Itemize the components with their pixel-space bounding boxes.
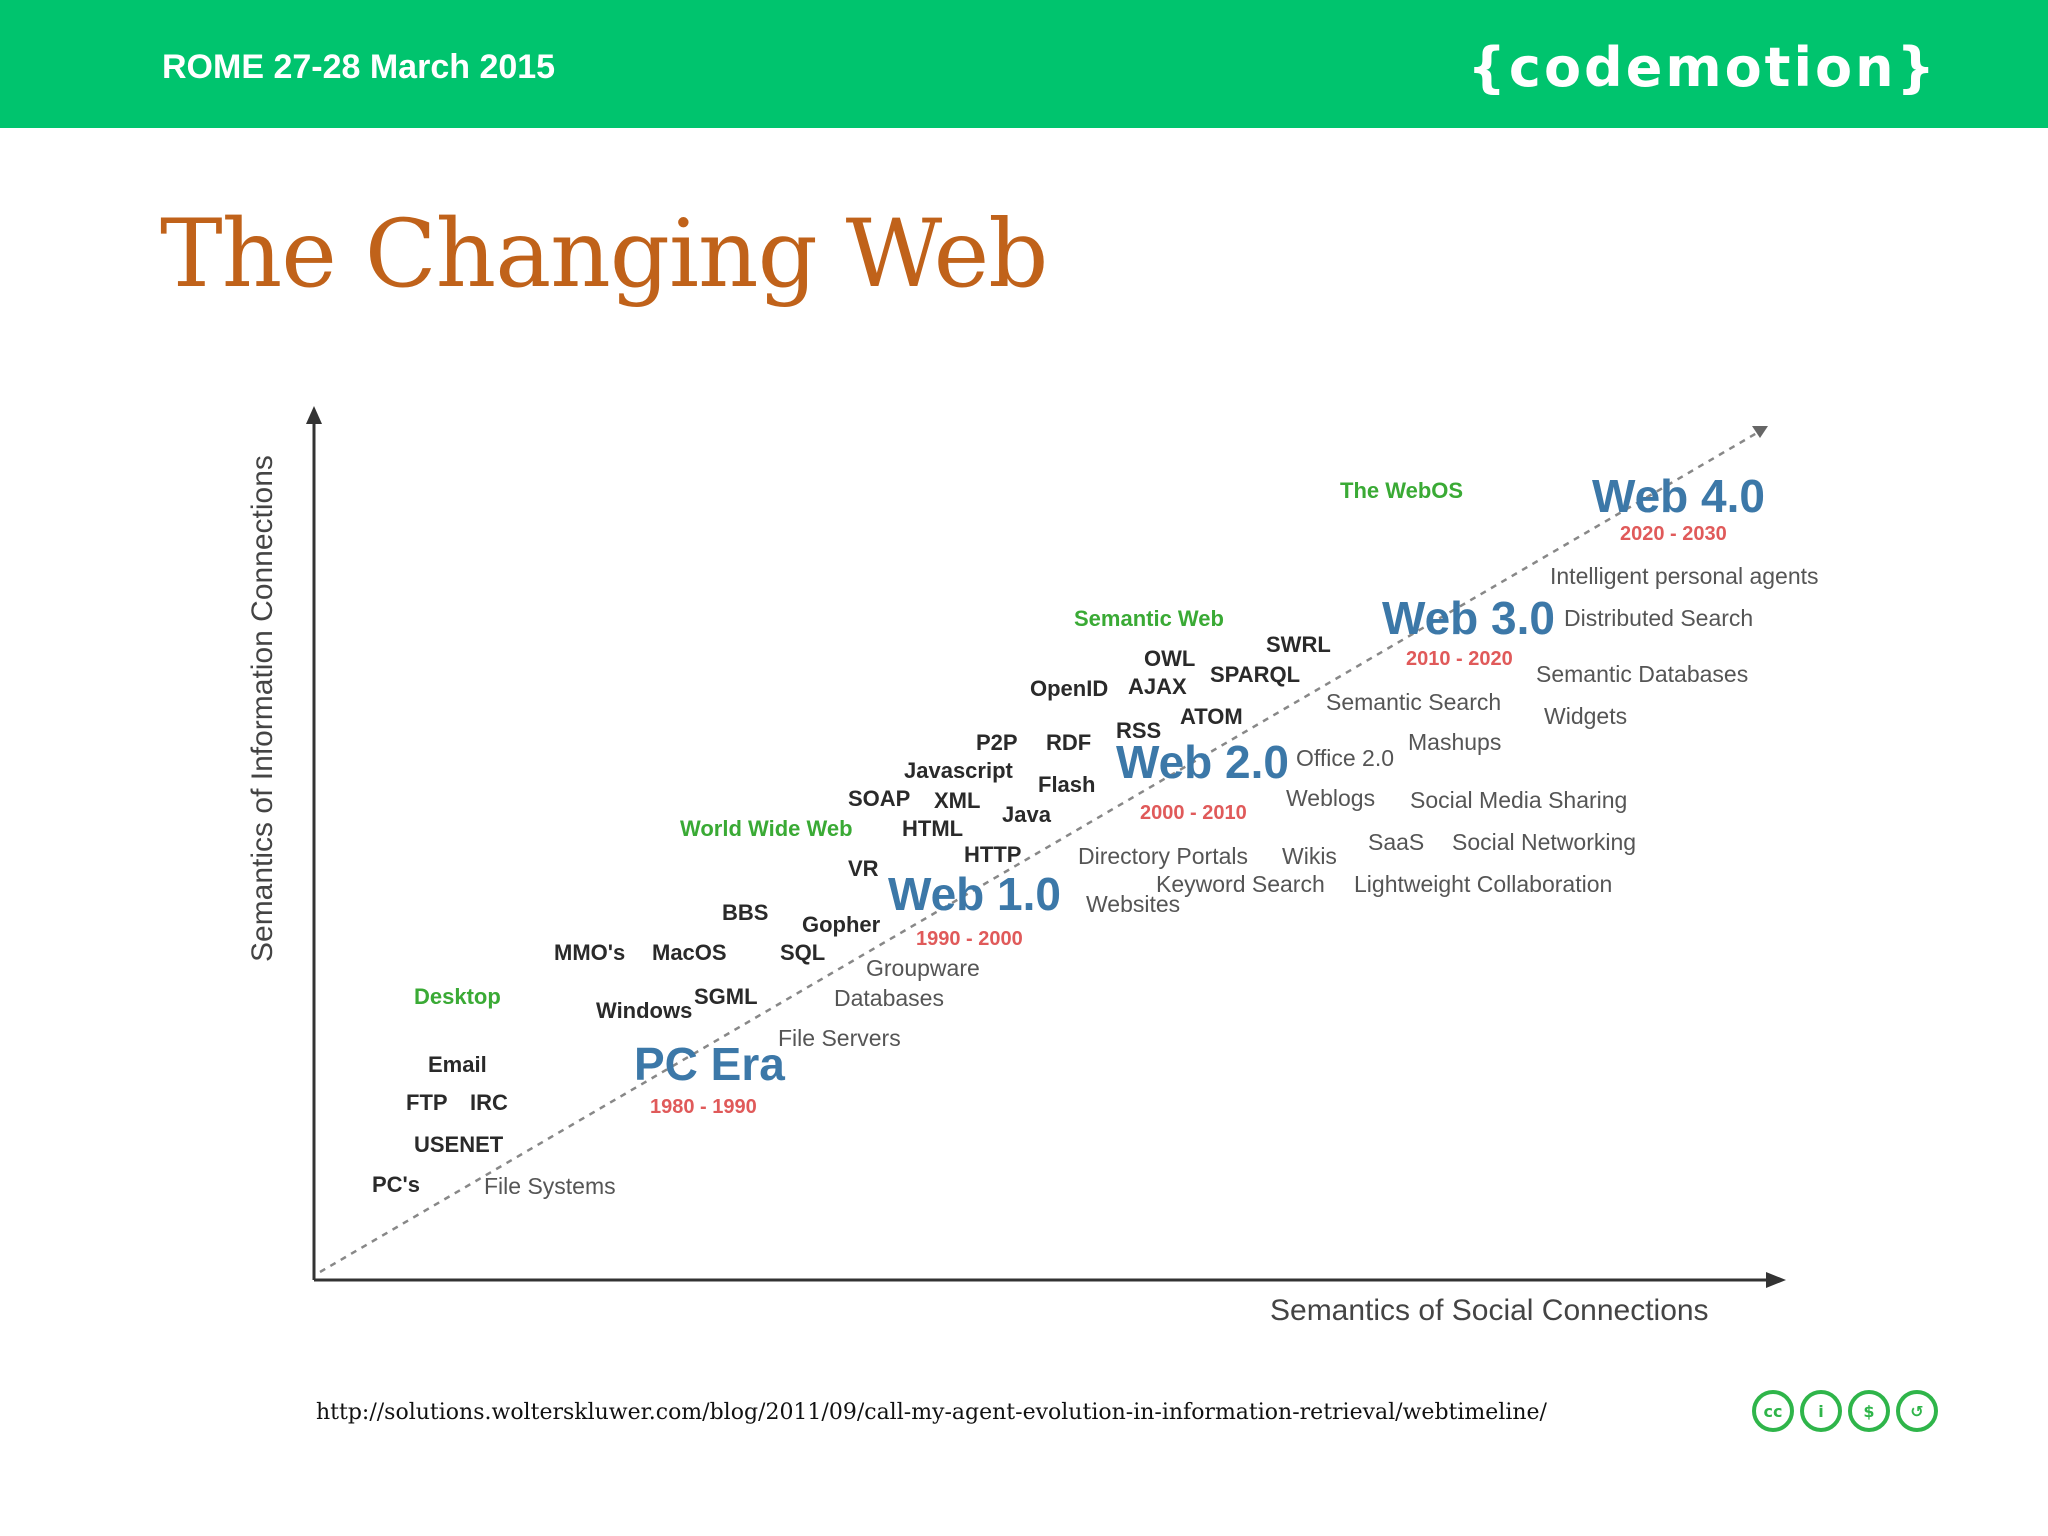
era-web-3: Web 3.0	[1382, 592, 1555, 644]
term-owl: OWL	[1144, 646, 1195, 671]
y-axis-label: Semantics of Information Connections	[246, 455, 279, 962]
term-semantic-databases: Semantic Databases	[1536, 661, 1748, 687]
label-the-webos: The WebOS	[1340, 478, 1463, 503]
creative-commons-badges: cc i $ ↺	[1752, 1390, 1938, 1432]
term-usenet: USENET	[414, 1132, 504, 1157]
term-file-systems: File Systems	[484, 1173, 616, 1199]
term-wikis: Wikis	[1282, 843, 1337, 869]
term-office-2: Office 2.0	[1296, 745, 1394, 771]
x-axis-arrow	[1766, 1272, 1786, 1288]
term-pcs: PC's	[372, 1172, 420, 1197]
term-databases: Databases	[834, 985, 944, 1011]
codemotion-logo: {codemotion}	[1467, 36, 1938, 99]
source-link[interactable]: http://solutions.wolterskluwer.com/blog/…	[316, 1400, 1547, 1425]
term-p2p: P2P	[976, 730, 1018, 755]
x-axis-label: Semantics of Social Connections	[1270, 1294, 1709, 1327]
term-rdf: RDF	[1046, 730, 1091, 755]
term-http: HTTP	[964, 842, 1021, 867]
term-sgml: SGML	[694, 984, 758, 1009]
label-desktop: Desktop	[414, 984, 501, 1009]
term-weblogs: Weblogs	[1286, 785, 1375, 811]
term-atom: ATOM	[1180, 704, 1243, 729]
trend-line	[319, 428, 1763, 1274]
term-email: Email	[428, 1052, 487, 1077]
era-web-4: Web 4.0	[1592, 470, 1765, 522]
term-javascript: Javascript	[904, 758, 1014, 783]
era-web-2: Web 2.0	[1116, 736, 1289, 788]
term-social-networking: Social Networking	[1452, 829, 1636, 855]
term-directory-portals: Directory Portals	[1078, 843, 1248, 869]
page-title: The Changing Web	[160, 200, 1048, 309]
label-world-wide-web: World Wide Web	[680, 816, 853, 841]
term-gopher: Gopher	[802, 912, 881, 937]
term-distributed-search: Distributed Search	[1564, 605, 1753, 631]
sa-icon: ↺	[1896, 1390, 1938, 1432]
term-openid: OpenID	[1030, 676, 1108, 701]
term-websites: Websites	[1086, 891, 1180, 917]
term-mmos: MMO's	[554, 940, 625, 965]
web-evolution-diagram: Semantics of Information Connections Sem…	[0, 380, 2048, 1350]
trend-arrow	[1752, 426, 1768, 438]
y-axis-arrow	[306, 406, 322, 424]
era-pc-era-years: 1980 - 1990	[650, 1096, 757, 1118]
term-macos: MacOS	[652, 940, 727, 965]
era-pc-era: PC Era	[634, 1038, 785, 1090]
term-social-media-sharing: Social Media Sharing	[1410, 787, 1627, 813]
by-icon: i	[1800, 1390, 1842, 1432]
term-file-servers: File Servers	[778, 1025, 901, 1051]
term-mashups: Mashups	[1408, 729, 1501, 755]
term-flash: Flash	[1038, 772, 1095, 797]
era-web-1: Web 1.0	[888, 868, 1061, 920]
term-windows: Windows	[596, 998, 692, 1023]
term-ftp: FTP	[406, 1090, 448, 1115]
term-swrl: SWRL	[1266, 632, 1331, 657]
term-saas: SaaS	[1368, 829, 1424, 855]
event-date: ROME 27-28 March 2015	[162, 48, 556, 86]
term-rss: RSS	[1116, 718, 1161, 743]
term-xml: XML	[934, 788, 980, 813]
era-web-2-years: 2000 - 2010	[1140, 802, 1247, 824]
term-bbs: BBS	[722, 900, 768, 925]
term-widgets: Widgets	[1544, 703, 1627, 729]
term-java: Java	[1002, 802, 1052, 827]
nc-icon: $	[1848, 1390, 1890, 1432]
header-bar: ROME 27-28 March 2015 {codemotion}	[0, 0, 2048, 128]
term-html: HTML	[902, 816, 963, 841]
term-lightweight-collaboration: Lightweight Collaboration	[1354, 871, 1612, 897]
term-semantic-search: Semantic Search	[1326, 689, 1501, 715]
term-ajax: AJAX	[1128, 674, 1187, 699]
era-web-3-years: 2010 - 2020	[1406, 648, 1513, 670]
term-intelligent-personal-agents: Intelligent personal agents	[1550, 563, 1819, 589]
term-soap: SOAP	[848, 786, 910, 811]
term-keyword-search: Keyword Search	[1156, 871, 1325, 897]
era-web-1-years: 1990 - 2000	[916, 928, 1023, 950]
label-semantic-web: Semantic Web	[1074, 606, 1224, 631]
term-irc: IRC	[470, 1090, 508, 1115]
term-sparql: SPARQL	[1210, 662, 1300, 687]
term-sql: SQL	[780, 940, 825, 965]
cc-icon: cc	[1752, 1390, 1794, 1432]
era-web-4-years: 2020 - 2030	[1620, 523, 1727, 545]
term-groupware: Groupware	[866, 955, 980, 981]
term-vr: VR	[848, 856, 879, 881]
